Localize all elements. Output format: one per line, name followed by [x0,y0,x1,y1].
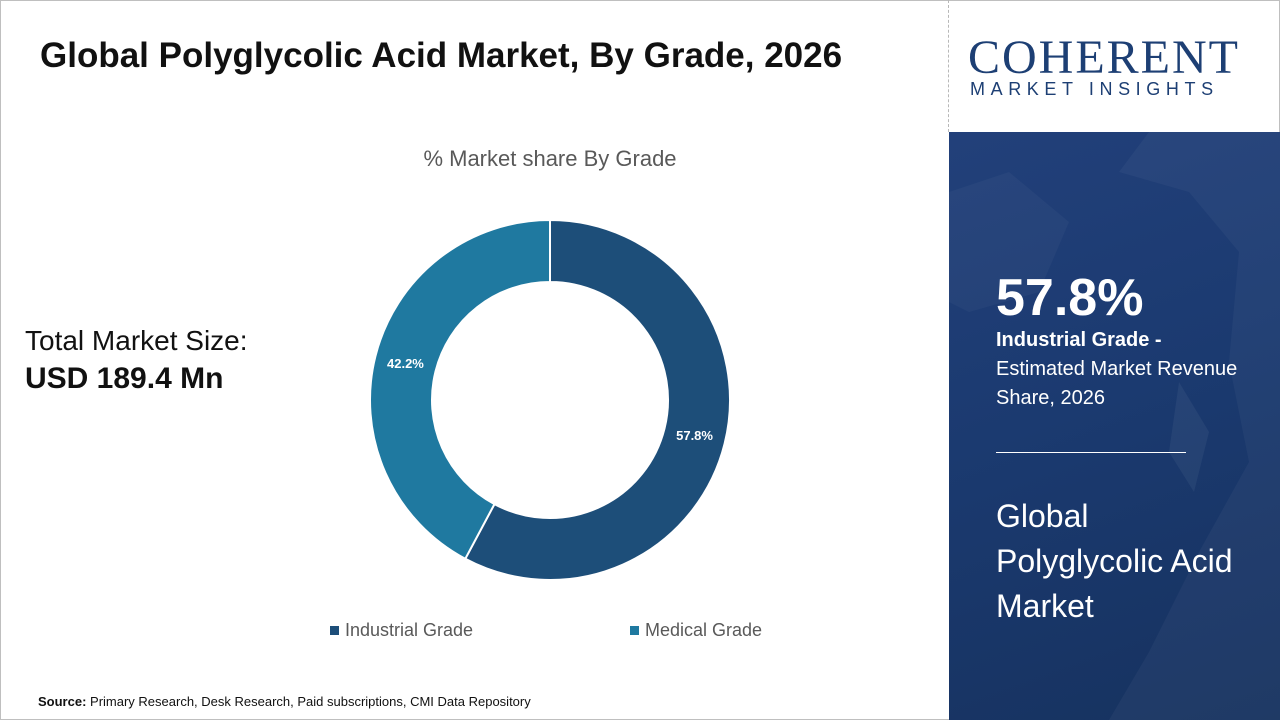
legend-swatch [630,626,639,635]
source-label: Source: [38,694,87,709]
highlight-description: Industrial Grade - Estimated Market Reve… [996,326,1256,413]
panel-market-name: Global Polyglycolic Acid Market [996,498,1233,624]
legend-item: Industrial Grade [330,620,473,641]
donut-data-label: 42.2% [387,356,424,371]
page-title: Global Polyglycolic Acid Market, By Grad… [40,36,843,75]
legend-label: Industrial Grade [345,620,474,640]
panel-divider [996,452,1186,453]
highlight-caption: Estimated Market Revenue Share, 2026 [996,358,1238,409]
donut-chart: 57.8% 42.2% [369,218,731,581]
donut-slice-medical-grade [369,218,551,561]
highlight-percent: 57.8% [996,269,1144,327]
chart-title: % Market share By Grade [423,146,677,171]
source-text: Primary Research, Desk Research, Paid su… [90,694,531,709]
coherent-logo: COHERENT MARKET INSIGHTS [968,30,1268,110]
donut-data-label: 57.8% [676,428,713,443]
highlight-segment: Industrial Grade - [996,329,1162,351]
source-note: Source: Primary Research, Desk Research,… [38,694,531,709]
market-size-value: USD 189.4 Mn [25,362,224,395]
chart-legend: Industrial Grade Medical Grade [320,620,790,646]
legend-item: Medical Grade [630,620,762,641]
market-size-label: Total Market Size: [25,325,248,356]
panel-map-decoration [1109,132,1280,720]
summary-panel: 57.8% Industrial Grade - Estimated Marke… [949,132,1280,720]
legend-label: Medical Grade [645,620,763,640]
logo-tagline: MARKET INSIGHTS [970,79,1219,99]
donut-slice-industrial-grade [463,218,731,581]
logo-wordmark: COHERENT [968,31,1240,84]
legend-swatch [330,626,339,635]
header-divider [948,0,949,132]
